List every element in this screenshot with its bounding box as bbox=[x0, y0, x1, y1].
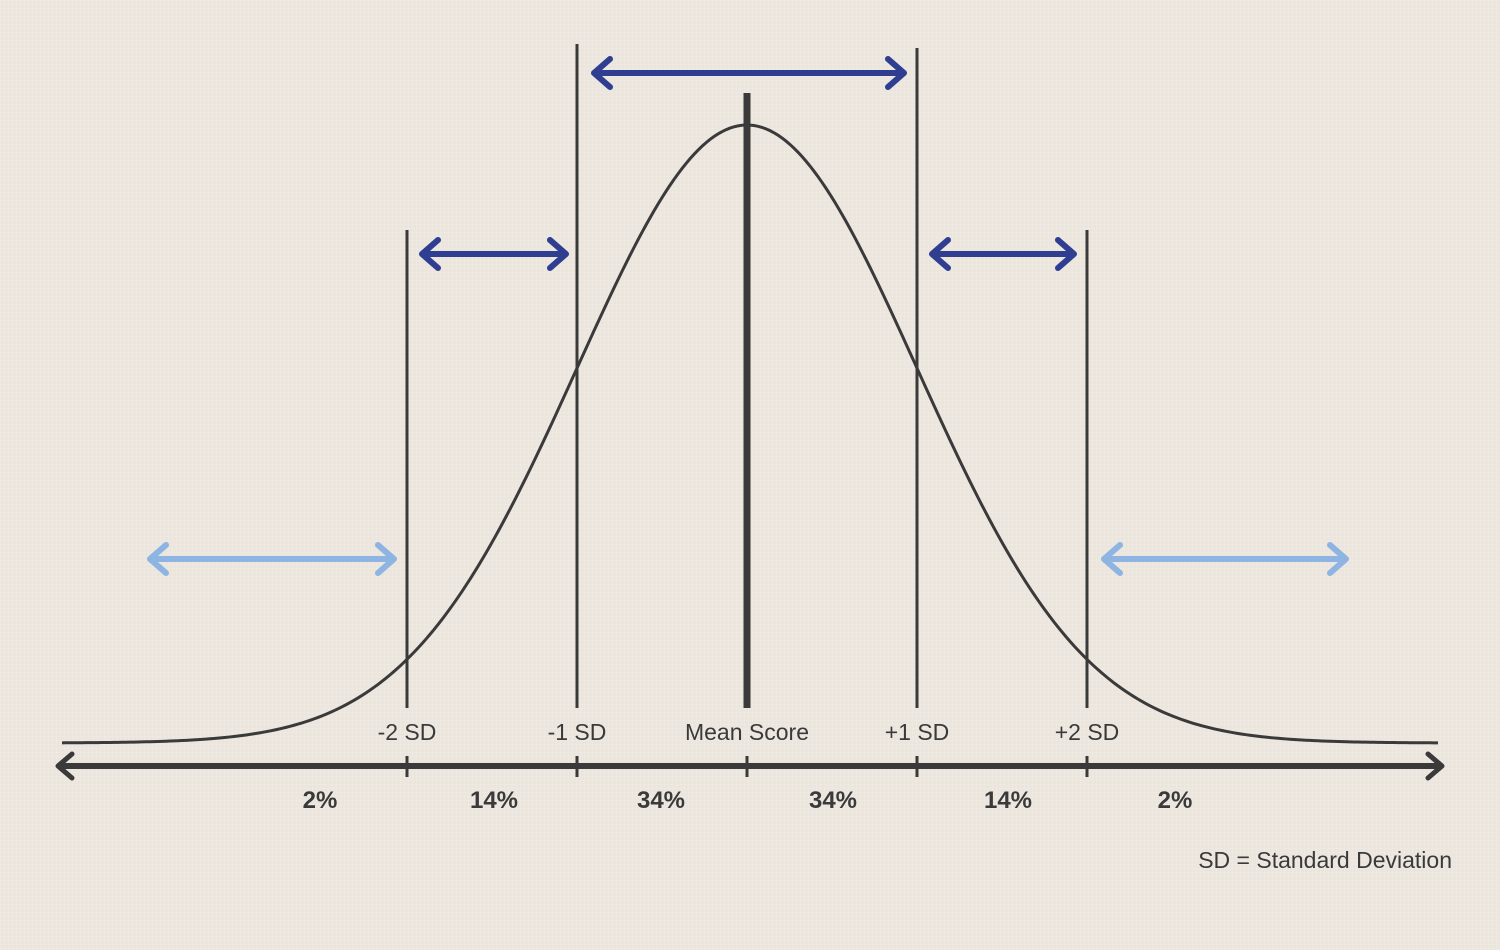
plus-one-sd-percent: 34% bbox=[809, 787, 857, 814]
minus-2-sd-label: -2 SD bbox=[378, 719, 437, 745]
legend-text: SD = Standard Deviation bbox=[1198, 847, 1452, 873]
plus-two-sd-range-arrow bbox=[929, 237, 1077, 271]
mean-score-label: Mean Score bbox=[685, 719, 809, 745]
plus-1-sd-label: +1 SD bbox=[885, 719, 950, 745]
x-axis-right-arrowhead bbox=[1425, 751, 1445, 781]
minus-one-sd-percent: 34% bbox=[637, 787, 685, 814]
one-sd-range-arrow bbox=[591, 56, 907, 90]
left-tail-percent: 2% bbox=[303, 787, 338, 814]
right-tail-percent: 2% bbox=[1158, 787, 1193, 814]
plus-2-sd-label: +2 SD bbox=[1055, 719, 1120, 745]
left-tail-range-arrow bbox=[147, 542, 397, 576]
x-axis-left-arrowhead bbox=[55, 751, 75, 781]
right-tail-range-arrow bbox=[1101, 542, 1349, 576]
plus-two-sd-percent: 14% bbox=[984, 787, 1032, 814]
minus-two-sd-range-arrow bbox=[419, 237, 569, 271]
minus-1-sd-label: -1 SD bbox=[548, 719, 607, 745]
minus-two-sd-percent: 14% bbox=[470, 787, 518, 814]
